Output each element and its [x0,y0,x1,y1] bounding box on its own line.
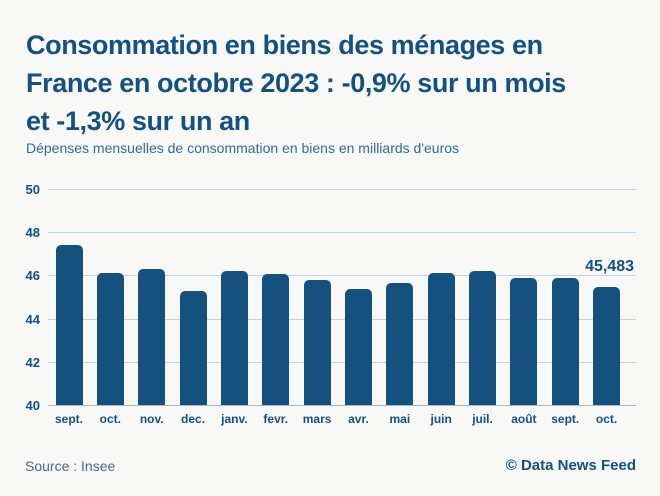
x-axis-label: fevr. [263,412,289,426]
bar-janv. [220,270,248,405]
bar-juin [427,273,455,405]
y-axis-tick-label: 42 [25,354,40,370]
bar-fevr. [262,273,290,405]
x-axis-label: mai [389,412,411,426]
bar-oct. [593,286,621,405]
gridline-40 [48,405,636,406]
x-axis-label: oct. [99,412,122,426]
x-axis-label: sept. [54,412,83,426]
x-axis-label: janv. [221,412,248,426]
y-axis-tick-label: 40 [25,398,40,413]
x-axis-label: nov. [139,412,164,426]
chart-title: Consommation en biens des ménages en Fra… [26,26,646,140]
credit-label: © Data News Feed [505,457,636,474]
value-label: 45,483 [585,258,634,275]
gridline-48 [48,232,636,234]
chart-title-line-3: et -1,3% sur un an [26,106,250,136]
x-axis-label: dec. [181,412,206,426]
bar-mars [303,280,331,405]
bar-mai [386,282,414,405]
gridline-50 [48,189,636,190]
y-axis-tick-label: 48 [25,225,40,241]
chart-subtitle: Dépenses mensuelles de consommation en b… [26,140,460,156]
x-axis-label: août [511,412,537,426]
bar-oct. [96,273,124,405]
bar-dec. [179,290,207,405]
gridline-46 [48,275,636,277]
x-axis-label: juin [430,412,452,426]
bar-avr. [344,289,372,405]
x-axis-label: oct. [595,412,618,426]
x-axis-label: juil. [472,412,493,426]
bar-juil. [469,271,497,405]
x-axis-label: mars [302,412,332,426]
y-axis-tick-label: 50 [25,182,40,197]
gridline-44 [48,318,636,320]
bar-nov. [138,269,166,405]
source-label: Source : Insee [25,458,116,474]
chart-title-line-1: Consommation en biens des ménages en [26,30,543,60]
y-axis-tick-label: 44 [25,311,40,327]
chart-title-line-2: France en octobre 2023 : -0,9% sur un mo… [26,68,566,98]
bar-sept. [55,244,83,405]
bar-sept. [551,277,579,405]
y-axis-tick-label: 46 [25,268,40,284]
x-axis-label: avr. [348,412,369,426]
gridline-42 [48,361,636,363]
x-axis-label: sept. [551,412,580,426]
bar-août [510,278,538,405]
